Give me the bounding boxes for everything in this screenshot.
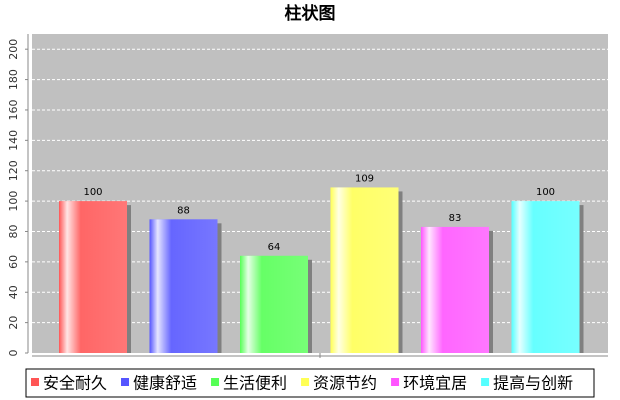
y-tick-label: 0: [7, 350, 20, 357]
legend-label: 安全耐久: [43, 374, 107, 393]
legend-marker: [211, 378, 220, 386]
y-tick-label: 100: [7, 191, 20, 212]
legend-label: 健康舒适: [133, 374, 197, 393]
y-tick-label: 160: [7, 99, 20, 120]
y-tick-label: 140: [7, 130, 20, 151]
y-tick-label: 120: [7, 160, 20, 181]
y-tick-label: 60: [7, 255, 20, 269]
legend-marker: [121, 378, 130, 386]
legend-label: 资源节约: [313, 374, 377, 393]
legend: [25, 368, 595, 398]
bar-shine: [240, 255, 308, 353]
bar-shine: [511, 201, 580, 353]
y-tick-label: 20: [7, 316, 20, 330]
value-label: 100: [536, 187, 555, 198]
bar-shine: [330, 187, 399, 353]
legend-marker: [301, 378, 310, 386]
legend-label: 生活便利: [223, 374, 287, 393]
value-label: 100: [83, 187, 102, 198]
y-tick-label: 200: [7, 39, 20, 60]
bar-shine: [149, 219, 218, 353]
value-label: 64: [268, 242, 281, 253]
legend-label: 提高与创新: [493, 374, 573, 393]
legend-marker: [481, 378, 490, 386]
chart-title: 柱状图: [285, 3, 336, 24]
y-tick-label: 180: [7, 69, 20, 90]
y-tick-label: 40: [7, 285, 20, 299]
legend-marker: [31, 378, 39, 386]
value-label: 88: [177, 205, 190, 216]
legend-label: 环境宜居: [403, 374, 467, 393]
value-label: 83: [449, 213, 462, 224]
y-tick-label: 80: [7, 224, 20, 238]
legend-marker: [391, 378, 400, 386]
bar-shine: [421, 226, 489, 353]
bar-shine: [59, 201, 127, 353]
value-label: 109: [355, 173, 374, 184]
